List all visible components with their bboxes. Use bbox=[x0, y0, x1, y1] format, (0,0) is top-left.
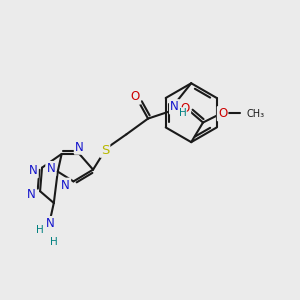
Text: N: N bbox=[75, 141, 84, 154]
Text: N: N bbox=[46, 217, 54, 230]
Text: H: H bbox=[36, 226, 44, 236]
Text: N: N bbox=[27, 188, 36, 201]
Text: N: N bbox=[46, 162, 55, 175]
Text: N: N bbox=[61, 179, 70, 192]
Text: H: H bbox=[178, 108, 186, 118]
Text: O: O bbox=[181, 102, 190, 115]
Text: CH₃: CH₃ bbox=[246, 109, 264, 119]
Text: N: N bbox=[170, 100, 179, 113]
Text: O: O bbox=[218, 107, 227, 120]
Text: H: H bbox=[50, 237, 58, 247]
Text: O: O bbox=[131, 91, 140, 103]
Text: N: N bbox=[29, 164, 38, 177]
Text: S: S bbox=[101, 143, 109, 157]
